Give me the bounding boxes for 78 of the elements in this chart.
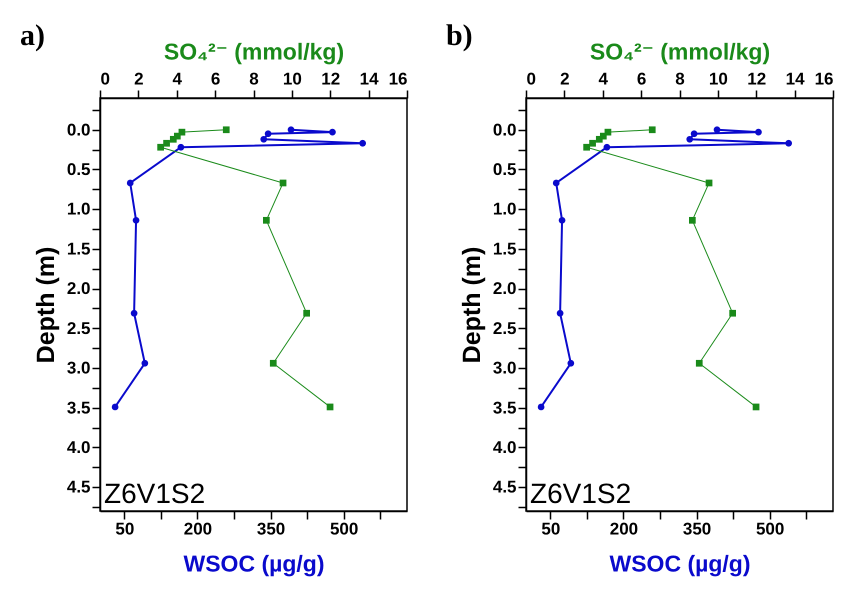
x2-tick-label: 16 xyxy=(814,70,834,88)
y-tick-label: 0.5 xyxy=(66,160,90,179)
y-tick-label: 2.5 xyxy=(492,318,516,338)
x2-tick-label: 0 xyxy=(100,70,110,88)
y-tick-label: 4.5 xyxy=(492,478,516,497)
y-tick-label: 0.5 xyxy=(492,160,516,179)
point xyxy=(178,144,184,151)
point xyxy=(686,136,694,143)
y-tick-label: 1.5 xyxy=(66,239,90,258)
point xyxy=(755,128,762,136)
y-tick-label: 0.0 xyxy=(66,120,90,140)
y-tick-label: 1.0 xyxy=(492,200,516,219)
point xyxy=(538,404,544,410)
x2-tick-label: 14 xyxy=(360,70,380,88)
point xyxy=(126,180,134,186)
x2-tick-label: 12 xyxy=(321,70,340,88)
point xyxy=(288,126,294,134)
chart-title: a) xyxy=(20,19,45,52)
point xyxy=(556,310,564,317)
y-tick-label: 3.0 xyxy=(492,358,516,378)
y-tick-label: 2.0 xyxy=(66,279,90,298)
x-tick-label: 500 xyxy=(330,520,358,538)
point xyxy=(264,130,272,138)
y-axis-title: Depth (m) xyxy=(32,246,60,364)
point xyxy=(132,216,140,224)
annotation: Z6V1S2 xyxy=(530,478,632,509)
point xyxy=(558,216,566,224)
point xyxy=(112,404,118,410)
point xyxy=(130,310,138,317)
x2-tick-label: 2 xyxy=(134,70,144,88)
point xyxy=(714,126,720,134)
x2-axis-title: SO₄²⁻ (mmol/kg) xyxy=(590,38,770,64)
y-tick-label: 1.0 xyxy=(66,200,90,219)
x-tick-label: 350 xyxy=(256,520,286,538)
x2-tick-label: 8 xyxy=(249,70,259,88)
x2-tick-label: 2 xyxy=(560,70,570,88)
x2-tick-label: 6 xyxy=(636,70,646,88)
y-tick-label: 1.5 xyxy=(492,239,516,258)
y-tick-label: 3.5 xyxy=(66,398,90,418)
y-tick-label: 3.5 xyxy=(492,398,516,418)
y-tick-label: 3.0 xyxy=(66,358,90,378)
y-axis-title: Depth (m) xyxy=(458,246,486,364)
y-tick-label: 2.5 xyxy=(66,318,90,338)
x-axis-title: WSOC (µg/g) xyxy=(184,550,324,576)
point xyxy=(141,360,148,367)
point xyxy=(690,130,698,138)
x-tick-label: 50 xyxy=(115,520,134,538)
x2-tick-label: 14 xyxy=(786,70,806,88)
x-tick-label: 200 xyxy=(184,520,212,538)
y-tick-label: 2.0 xyxy=(492,279,516,298)
x-tick-label: 200 xyxy=(610,520,638,538)
x2-tick-label: 4 xyxy=(172,70,183,88)
x2-axis-title: SO₄²⁻ (mmol/kg) xyxy=(164,38,344,64)
y-tick-label: 4.0 xyxy=(492,438,516,457)
x2-tick-label: 8 xyxy=(675,70,685,88)
point xyxy=(567,360,574,367)
y-tick-label: 0.0 xyxy=(492,120,516,140)
x-axis-title: WSOC (µg/g) xyxy=(610,550,750,576)
annotation: Z6V1S2 xyxy=(104,478,206,509)
point xyxy=(260,136,268,143)
x2-tick-label: 6 xyxy=(210,70,220,88)
x-tick-label: 350 xyxy=(682,520,712,538)
point xyxy=(359,140,366,147)
point xyxy=(329,128,336,136)
x2-tick-label: 10 xyxy=(708,70,728,88)
point xyxy=(552,180,560,186)
y-tick-label: 4.5 xyxy=(66,478,90,497)
x2-tick-label: 12 xyxy=(747,70,766,88)
point xyxy=(785,140,792,147)
x-tick-label: 50 xyxy=(541,520,560,538)
chart-title: b) xyxy=(446,19,473,52)
x2-tick-label: 10 xyxy=(282,70,302,88)
y-tick-label: 4.0 xyxy=(66,438,90,457)
x2-tick-label: 4 xyxy=(598,70,609,88)
x2-tick-label: 16 xyxy=(388,70,408,88)
point xyxy=(604,144,610,151)
x-tick-label: 500 xyxy=(756,520,784,538)
x2-tick-label: 0 xyxy=(526,70,536,88)
